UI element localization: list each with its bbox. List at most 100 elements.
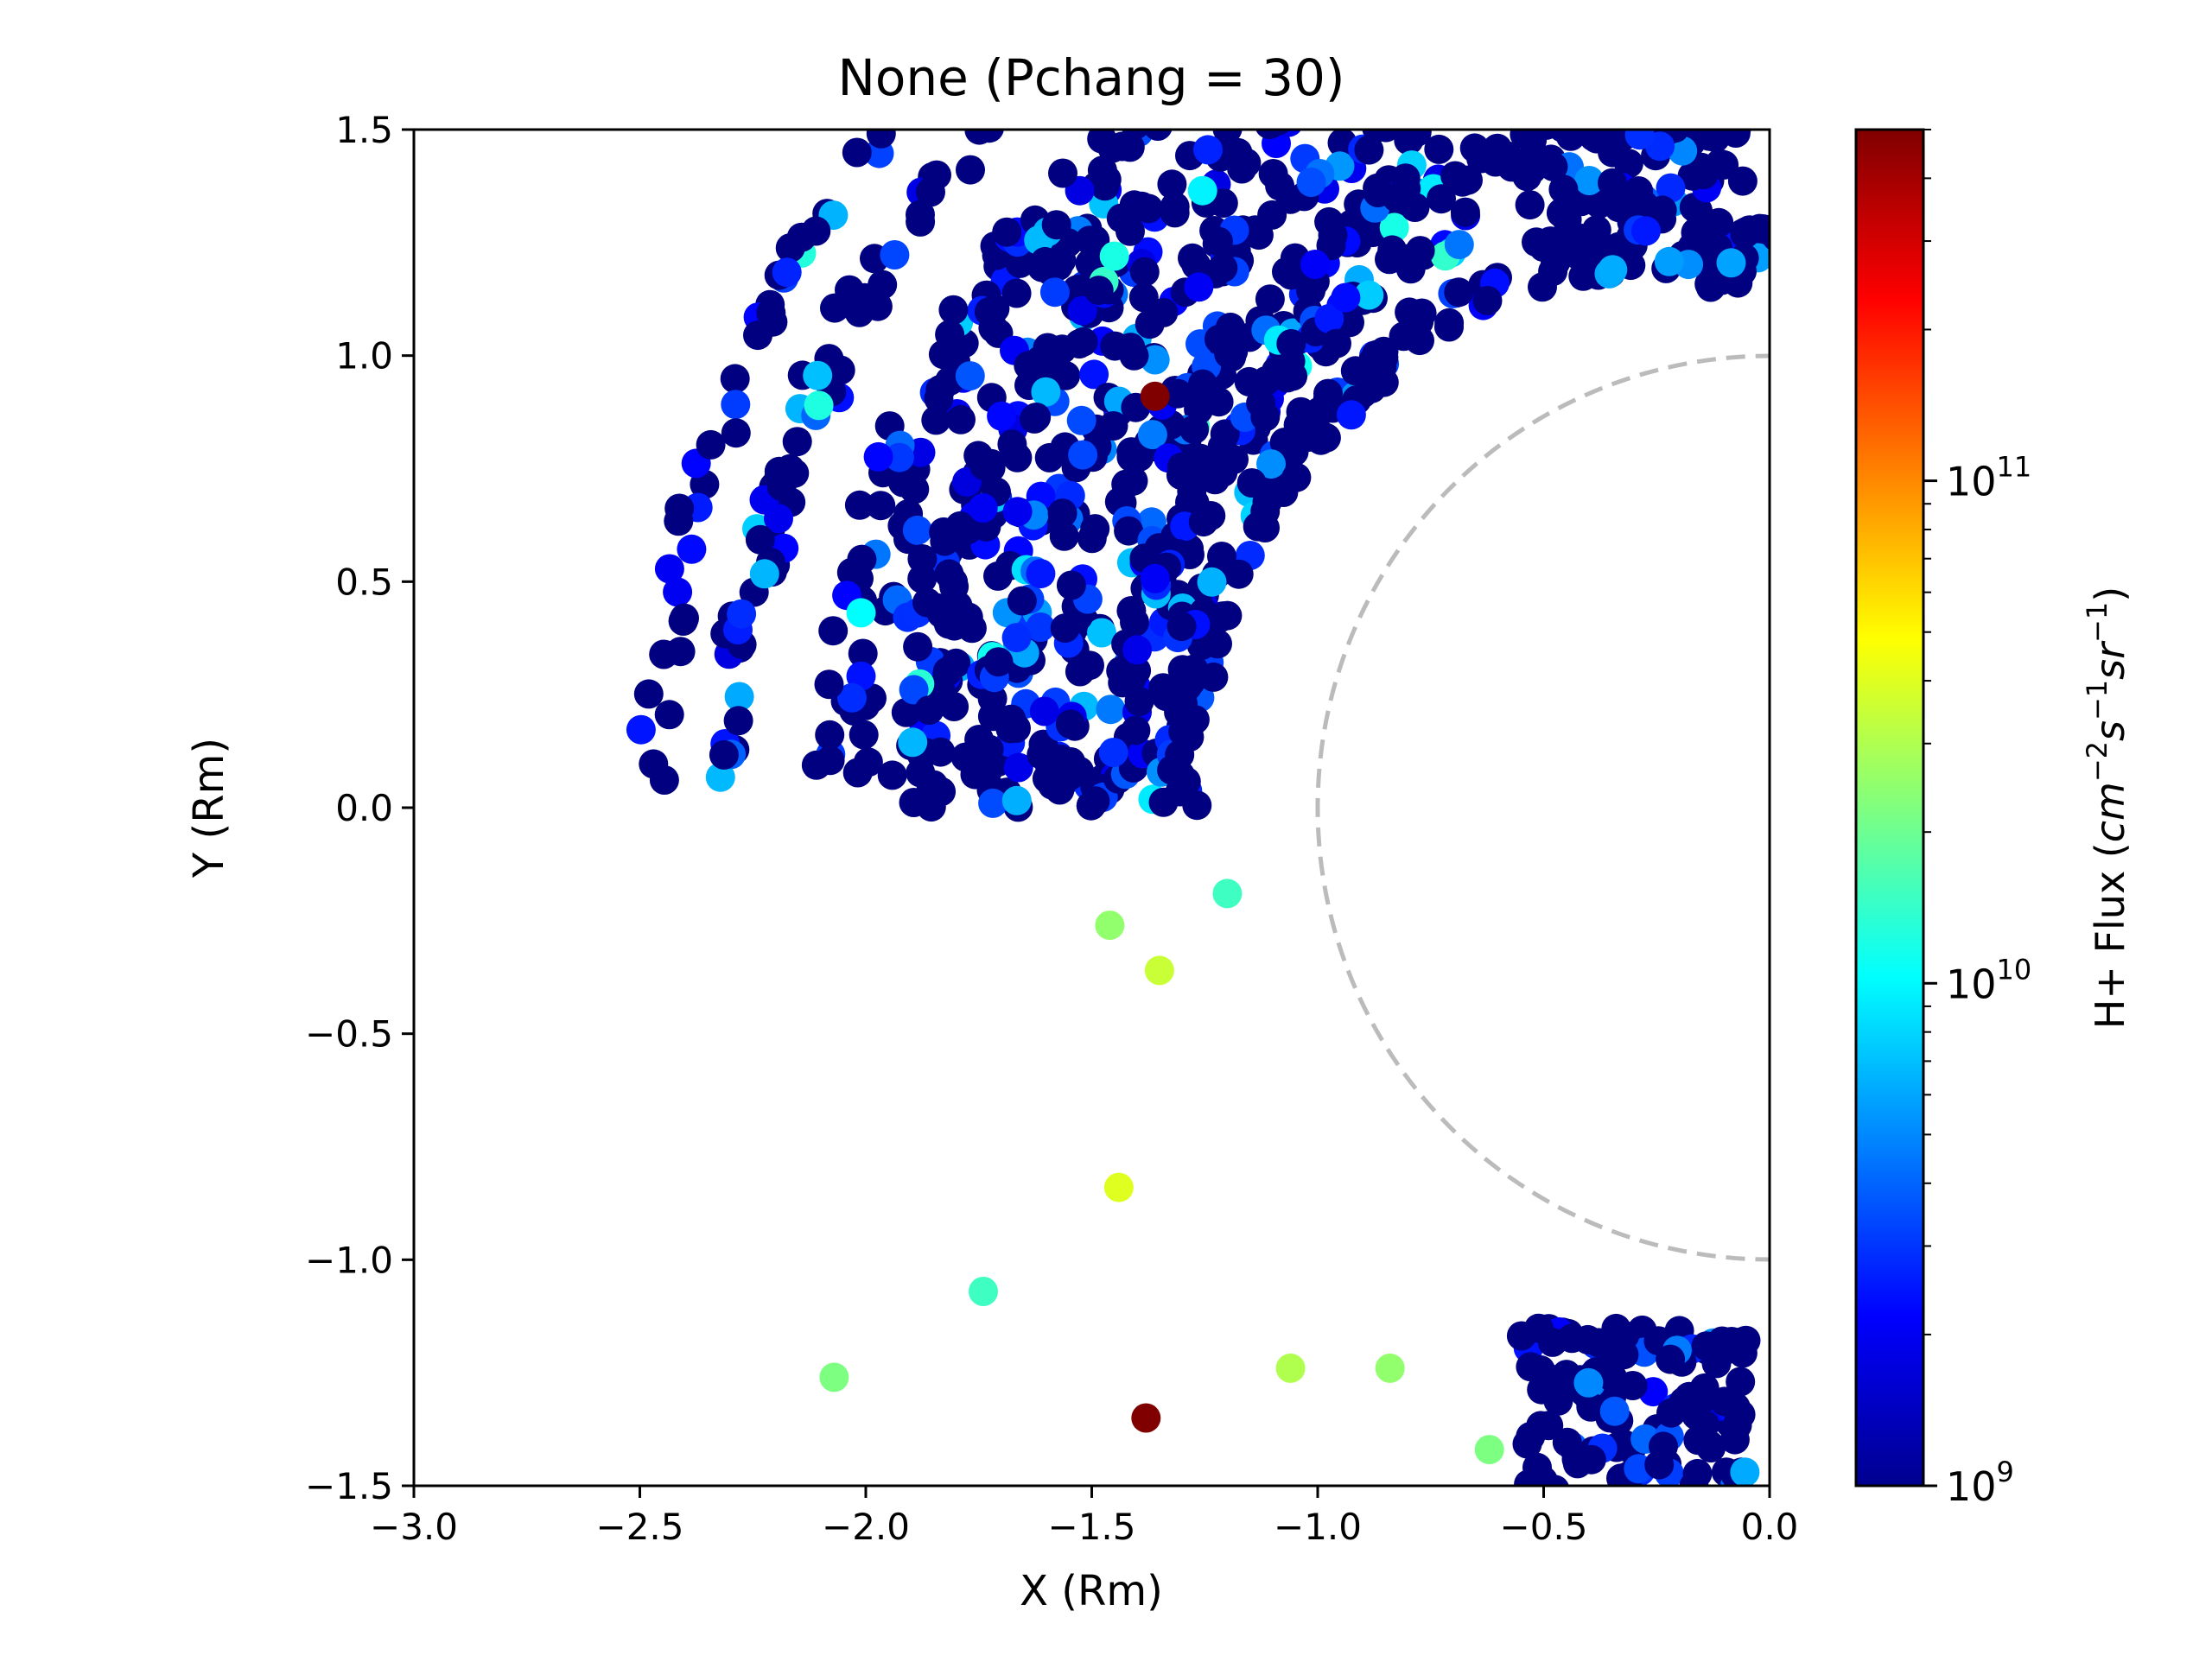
x-tick-label: −2.5 bbox=[596, 1506, 684, 1548]
data-point bbox=[907, 564, 938, 593]
data-point bbox=[815, 720, 845, 750]
data-point bbox=[969, 451, 999, 480]
highlight-point bbox=[1212, 879, 1243, 909]
data-point bbox=[803, 360, 833, 390]
data-point bbox=[1033, 333, 1063, 363]
data-point bbox=[721, 418, 751, 448]
data-point bbox=[1250, 402, 1281, 432]
data-point bbox=[1336, 400, 1366, 430]
data-point bbox=[1214, 339, 1244, 369]
data-point bbox=[1056, 570, 1086, 600]
x-tick-label: −0.5 bbox=[1500, 1506, 1588, 1548]
colorbar-label: H+ Flux (cm−2s−1sr−1) bbox=[2081, 587, 2133, 1029]
chart-title: None (Pchang = 30) bbox=[837, 48, 1344, 107]
data-point bbox=[1014, 351, 1044, 381]
data-point bbox=[1318, 220, 1348, 251]
data-point bbox=[1354, 280, 1384, 310]
data-point bbox=[1080, 786, 1110, 816]
data-point bbox=[1121, 715, 1151, 745]
data-point bbox=[775, 233, 805, 263]
data-point bbox=[1466, 143, 1497, 174]
y-tick-label: 0.0 bbox=[335, 787, 393, 829]
data-point bbox=[938, 295, 969, 325]
data-point bbox=[849, 720, 879, 750]
colorbar: 109 1010 1011 H+ Flux (cm−2s−1sr−1) bbox=[1854, 128, 2133, 1510]
data-point bbox=[1444, 277, 1474, 308]
data-point bbox=[866, 491, 896, 521]
data-point bbox=[1184, 390, 1214, 421]
data-point bbox=[696, 429, 726, 460]
data-point bbox=[1390, 94, 1420, 124]
data-point bbox=[1537, 1327, 1567, 1357]
data-point bbox=[1604, 232, 1634, 262]
data-point bbox=[899, 675, 929, 705]
data-point bbox=[1020, 403, 1050, 434]
data-point bbox=[1573, 1367, 1604, 1398]
highlight-point bbox=[819, 1362, 849, 1392]
highlight-point bbox=[1131, 1403, 1161, 1433]
data-point bbox=[1026, 612, 1056, 642]
data-point bbox=[1047, 498, 1077, 529]
data-point bbox=[921, 405, 951, 435]
data-point bbox=[837, 682, 867, 713]
data-point bbox=[941, 648, 971, 678]
x-tick-label: −1.5 bbox=[1048, 1506, 1136, 1548]
data-point bbox=[1179, 415, 1210, 445]
data-point bbox=[814, 669, 844, 700]
data-point bbox=[1227, 154, 1257, 184]
data-point bbox=[1517, 130, 1548, 155]
data-point bbox=[1115, 132, 1145, 162]
data-point bbox=[1311, 422, 1341, 453]
data-point bbox=[1727, 166, 1758, 196]
data-point bbox=[1444, 230, 1474, 260]
data-point bbox=[1598, 168, 1627, 198]
data-point bbox=[1002, 497, 1033, 527]
data-point bbox=[903, 631, 933, 662]
highlight-point bbox=[1095, 910, 1125, 941]
data-point bbox=[906, 200, 935, 230]
data-point bbox=[1407, 298, 1437, 328]
data-point bbox=[1656, 173, 1686, 203]
data-point bbox=[709, 739, 739, 770]
data-point bbox=[664, 506, 694, 536]
data-point bbox=[1203, 226, 1233, 257]
data-point bbox=[1087, 130, 1117, 154]
data-point bbox=[1007, 586, 1037, 616]
data-point bbox=[1472, 286, 1503, 315]
data-point bbox=[665, 637, 696, 667]
data-point bbox=[1656, 1344, 1686, 1374]
data-point bbox=[916, 177, 945, 207]
data-point bbox=[939, 611, 969, 641]
data-point bbox=[1128, 282, 1159, 313]
data-point bbox=[727, 599, 757, 629]
data-point bbox=[1116, 216, 1145, 246]
data-point bbox=[964, 130, 995, 145]
data-point bbox=[1198, 662, 1229, 692]
data-point bbox=[899, 788, 929, 817]
data-point bbox=[1654, 246, 1684, 276]
data-point bbox=[1096, 695, 1126, 725]
colorbar-tick-label: 1011 bbox=[1946, 451, 2031, 505]
scatter-points bbox=[626, 94, 1770, 1486]
data-point bbox=[1157, 755, 1187, 785]
data-point bbox=[1579, 130, 1609, 152]
data-point bbox=[1001, 714, 1031, 743]
data-point bbox=[1005, 248, 1035, 278]
data-point bbox=[772, 257, 802, 288]
data-point bbox=[934, 559, 964, 589]
data-point bbox=[1001, 278, 1032, 308]
data-point bbox=[1027, 739, 1057, 770]
data-point bbox=[1051, 360, 1081, 390]
data-point bbox=[1427, 184, 1456, 214]
data-point bbox=[721, 390, 751, 420]
data-point bbox=[1272, 363, 1302, 393]
x-tick-label: −2.0 bbox=[822, 1506, 910, 1548]
data-point bbox=[863, 441, 893, 472]
data-point bbox=[1300, 250, 1330, 279]
data-point bbox=[743, 320, 772, 351]
data-point bbox=[756, 298, 786, 328]
data-point bbox=[891, 697, 921, 727]
data-point bbox=[1514, 1469, 1544, 1486]
y-axis-ticks: −1.5 −1.0 −0.5 0.0 0.5 1.0 1.5 bbox=[305, 109, 414, 1507]
data-point bbox=[1691, 1331, 1721, 1361]
